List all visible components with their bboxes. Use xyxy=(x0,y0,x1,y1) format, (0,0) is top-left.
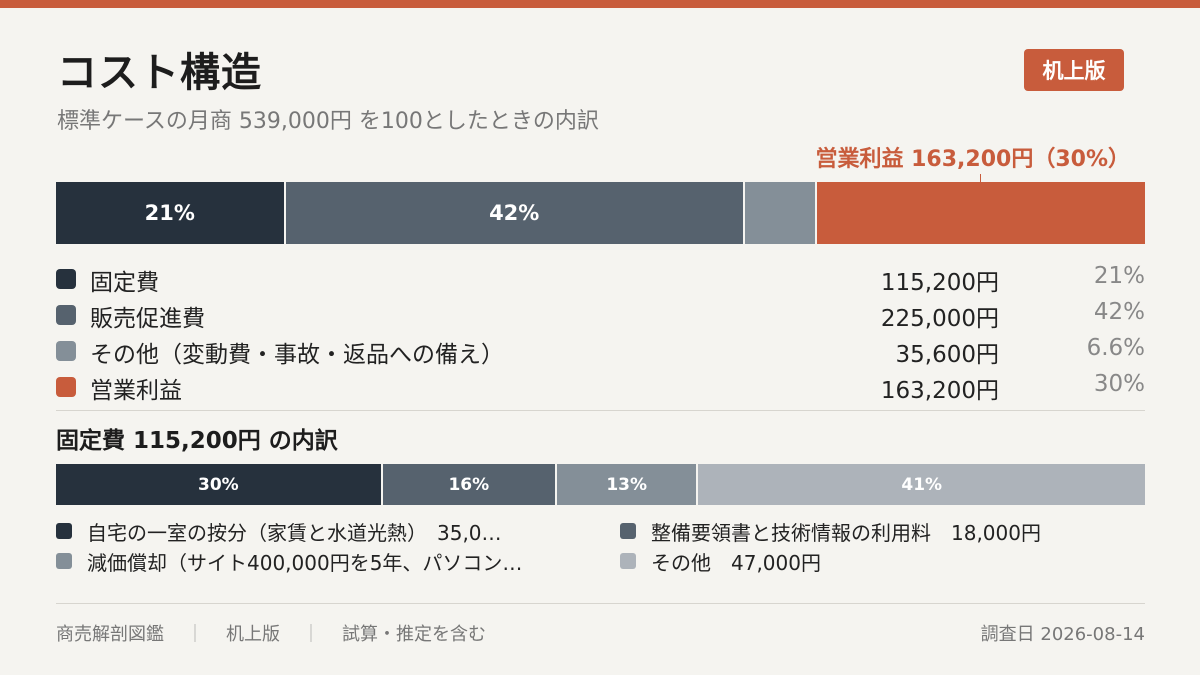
legend-label: その他 47,000円 xyxy=(651,551,821,575)
legend-label: 減価償却（サイト400,000円を5年、パソコン… xyxy=(87,551,523,575)
legend-swatch xyxy=(56,523,72,539)
bar-segment: 42% xyxy=(285,182,745,244)
cost-structure-bar: 21% 42% xyxy=(56,182,1145,244)
legend-row-fixed-cost: 固定費 115,200円 21% xyxy=(56,260,1145,296)
legend-swatch xyxy=(56,341,76,361)
footer-separator: ｜ xyxy=(302,624,320,645)
legend-label: その他（変動費・事故・返品への備え） xyxy=(90,342,504,368)
legend-percent: 42% xyxy=(1093,299,1145,325)
legend-label: 営業利益 xyxy=(90,378,182,404)
footer-separator: ｜ xyxy=(186,624,204,645)
legend-percent: 21% xyxy=(1093,263,1145,289)
bar-segment: 30% xyxy=(56,464,383,505)
legend-amount: 163,200円 xyxy=(880,378,999,404)
fixed-cost-breakdown-bar: 30% 16% 13% 41% xyxy=(56,464,1145,505)
legend-swatch xyxy=(620,553,636,569)
cost-legend: 固定費 115,200円 21% 販売促進費 225,000円 42% その他（… xyxy=(56,260,1145,404)
bar-segment: 41% xyxy=(698,464,1145,505)
footer-credits: 商売解剖図鑑 ｜ 机上版 ｜ 試算・推定を含む xyxy=(56,620,486,646)
legend-swatch xyxy=(56,377,76,397)
bar-segment: 16% xyxy=(382,464,557,505)
legend-row-operating-profit: 営業利益 163,200円 30% xyxy=(56,368,1145,404)
edition-badge: 机上版 xyxy=(1024,49,1124,91)
footer-source: 商売解剖図鑑 xyxy=(56,624,164,645)
bar-segment-label: 16% xyxy=(448,474,490,495)
bar-segment-label: 42% xyxy=(489,201,540,225)
top-accent-bar xyxy=(0,0,1200,8)
page-title: コスト構造 xyxy=(57,50,262,96)
legend-amount: 35,600円 xyxy=(895,342,999,368)
legend-row-promotion: 販売促進費 225,000円 42% xyxy=(56,296,1145,332)
bar-segment-label: 13% xyxy=(606,474,648,495)
legend-percent: 6.6% xyxy=(1086,335,1145,361)
footer-note: 試算・推定を含む xyxy=(342,624,486,645)
legend-swatch xyxy=(56,553,72,569)
legend-percent: 30% xyxy=(1093,371,1145,397)
legend-swatch xyxy=(56,269,76,289)
breakdown-legend-manual-fees: 整備要領書と技術情報の利用料 18,000円 xyxy=(620,515,1145,545)
legend-label: 整備要領書と技術情報の利用料 18,000円 xyxy=(651,521,1041,545)
breakdown-legend-home-office: 自宅の一室の按分（家賃と水道光熱） 35,0… xyxy=(56,515,576,545)
bar-segment-label: 41% xyxy=(901,474,943,495)
bar-segment: 21% xyxy=(56,182,286,244)
page-subtitle: 標準ケースの月商 539,000円 を100としたときの内訳 xyxy=(57,109,599,134)
bar-segment-label: 30% xyxy=(197,474,239,495)
operating-profit-callout: 営業利益 163,200円（30%） xyxy=(815,147,1130,172)
bar-segment-label: 21% xyxy=(144,201,195,225)
legend-label: 固定費 xyxy=(90,270,159,296)
section-divider xyxy=(56,410,1145,411)
legend-label: 販売促進費 xyxy=(90,306,205,332)
bar-segment xyxy=(744,182,817,244)
legend-amount: 225,000円 xyxy=(880,306,999,332)
legend-swatch xyxy=(620,523,636,539)
callout-tick xyxy=(980,174,981,182)
survey-date: 調査日 2026-08-14 xyxy=(980,624,1145,645)
breakdown-legend-depreciation: 減価償却（サイト400,000円を5年、パソコン… xyxy=(56,545,576,575)
fixed-cost-breakdown-title: 固定費 115,200円 の内訳 xyxy=(56,428,338,454)
legend-swatch xyxy=(56,305,76,325)
bar-segment xyxy=(816,182,1145,244)
legend-amount: 115,200円 xyxy=(880,270,999,296)
legend-label: 自宅の一室の按分（家賃と水道光熱） 35,0… xyxy=(87,521,502,545)
breakdown-legend-other: その他 47,000円 xyxy=(620,545,1145,575)
bar-segment: 13% xyxy=(556,464,699,505)
legend-row-other: その他（変動費・事故・返品への備え） 35,600円 6.6% xyxy=(56,332,1145,368)
footer-divider xyxy=(56,603,1145,604)
footer-edition: 机上版 xyxy=(226,624,280,645)
